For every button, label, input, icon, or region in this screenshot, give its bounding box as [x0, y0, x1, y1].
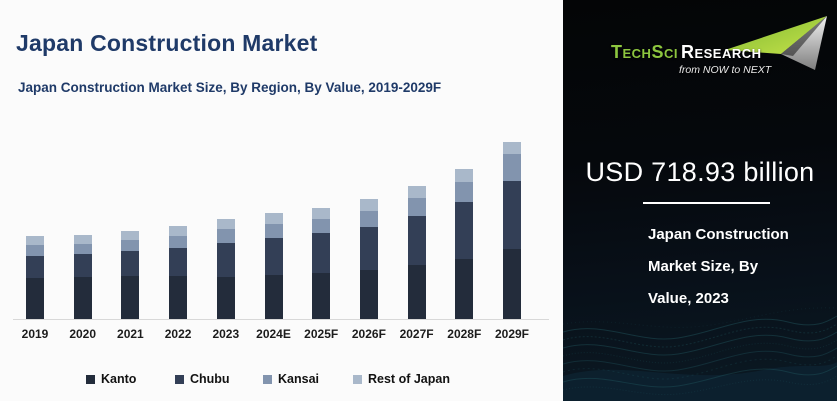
- bar-segment-kanto: [503, 248, 521, 319]
- bar-segment-kansai: [216, 229, 235, 243]
- x-axis-label-2024E: 2024E: [256, 327, 291, 341]
- x-axis-label-2021: 2021: [117, 327, 144, 341]
- logo-wordmark: TechSci Research: [611, 42, 762, 63]
- page-title: Japan Construction Market: [16, 30, 318, 56]
- bar-segment-chubu: [503, 180, 521, 249]
- logo-brand-primary: TechSci: [611, 42, 678, 62]
- bar-2019: [26, 236, 44, 319]
- bar-segment-chubu: [121, 251, 140, 277]
- bar-segment-chubu: [312, 233, 331, 273]
- legend-label: Rest of Japan: [368, 372, 450, 386]
- bar-segment-rest-of-japan: [359, 199, 378, 211]
- bar-segment-kanto: [264, 274, 283, 319]
- bar-segment-chubu: [216, 242, 235, 277]
- bar-2027F: [407, 186, 426, 319]
- bar-segment-kansai: [73, 243, 92, 255]
- bar-2023: [216, 218, 235, 319]
- x-axis-label-2026F: 2026F: [351, 327, 386, 341]
- brand-panel: TechSci Research from NOW to NEXT USD 718…: [563, 0, 837, 401]
- x-axis-label-2022: 2022: [164, 327, 192, 341]
- legend-item-kanto: Kanto: [86, 372, 136, 386]
- stacked-bar-chart: 2019 2020 2021 2022 2023 2024E 2025F 2026F 2027F…: [13, 141, 549, 341]
- x-axis-label-2020: 2020: [69, 327, 97, 341]
- bar-segment-kanto: [73, 277, 92, 319]
- logo-tagline: from NOW to NEXT: [679, 64, 772, 76]
- bar-segment-kanto: [216, 276, 235, 319]
- legend-label: Kanto: [101, 372, 137, 386]
- bar-segment-kanto: [26, 277, 44, 319]
- caption-line-3: Value, 2023: [648, 290, 729, 307]
- bar-segment-kanto: [359, 270, 378, 319]
- bar-segment-kanto: [407, 265, 426, 319]
- bar-segment-rest-of-japan: [121, 230, 140, 241]
- bar-segment-rest-of-japan: [26, 236, 44, 246]
- divider-line: [643, 202, 770, 204]
- bar-segment-chubu: [264, 238, 283, 275]
- bar-segment-chubu: [169, 247, 188, 276]
- bar-segment-kanto: [121, 276, 140, 319]
- legend-swatch-icon: [175, 374, 184, 384]
- bar-segment-kansai: [26, 245, 44, 257]
- bar-segment-rest-of-japan: [312, 207, 331, 219]
- caption-line-1: Japan Construction: [648, 226, 789, 243]
- bar-segment-chubu: [407, 216, 426, 265]
- bar-segment-chubu: [26, 256, 44, 278]
- x-axis-label-2028F: 2028F: [447, 327, 482, 341]
- legend-item-rest-of-japan: Rest of Japan: [353, 372, 450, 386]
- x-axis-line: [13, 319, 549, 320]
- bar-segment-rest-of-japan: [216, 218, 235, 230]
- legend-swatch-icon: [86, 374, 95, 384]
- bar-segment-kansai: [455, 181, 474, 203]
- highlight-caption: Japan Construction Market Size, By Value…: [648, 219, 789, 315]
- bar-2022: [169, 225, 188, 319]
- bar-2024E: [264, 213, 283, 319]
- chart-legend: Kanto Chubu Kansai Rest of Japan: [0, 372, 563, 392]
- bar-2020: [73, 234, 92, 319]
- logo-arrow-icon: [725, 16, 827, 70]
- x-axis-label-2023: 2023: [212, 327, 240, 341]
- legend-swatch-icon: [263, 374, 272, 384]
- caption-line-2: Market Size, By: [648, 258, 759, 275]
- bar-segment-kansai: [359, 210, 378, 227]
- page-subtitle: Japan Construction Market Size, By Regio…: [18, 80, 442, 95]
- highlight-value: USD 718.93 billion: [585, 157, 815, 187]
- bar-segment-rest-of-japan: [455, 169, 474, 182]
- legend-item-chubu: Chubu: [175, 372, 230, 386]
- techsci-logo: TechSci Research from NOW to NEXT: [597, 8, 833, 80]
- x-axis-label-2029F: 2029F: [494, 327, 530, 341]
- bar-2025F: [312, 207, 331, 319]
- bar-segment-rest-of-japan: [264, 213, 283, 225]
- bar-segment-kanto: [169, 275, 188, 319]
- bar-2021: [121, 230, 140, 319]
- bar-segment-rest-of-japan: [169, 225, 188, 237]
- bar-2028F: [455, 169, 474, 319]
- bar-segment-kansai: [503, 154, 521, 181]
- bar-segment-rest-of-japan: [73, 234, 92, 244]
- bar-segment-kansai: [264, 224, 283, 239]
- bar-segment-kanto: [312, 273, 331, 319]
- bar-segment-rest-of-japan: [503, 141, 521, 155]
- wave-pattern-decoration: [563, 307, 837, 401]
- x-axis-label-2025F: 2025F: [304, 327, 339, 341]
- bar-segment-kansai: [407, 198, 426, 217]
- x-axis-label-2019: 2019: [21, 327, 49, 341]
- legend-swatch-icon: [353, 374, 362, 384]
- bar-segment-kansai: [169, 236, 188, 248]
- legend-label: Chubu: [190, 372, 230, 386]
- logo-brand-secondary: Research: [680, 42, 762, 62]
- bar-2029F: [503, 141, 521, 319]
- chart-section: Japan Construction Market Japan Construc…: [0, 30, 563, 392]
- bar-segment-kansai: [121, 240, 140, 252]
- bar-segment-rest-of-japan: [407, 186, 426, 199]
- bar-2026F: [359, 199, 378, 319]
- legend-item-kansai: Kansai: [263, 372, 319, 386]
- bar-segment-chubu: [359, 226, 378, 270]
- bar-segment-chubu: [455, 202, 474, 259]
- x-axis-label-2027F: 2027F: [399, 327, 434, 341]
- bar-segment-chubu: [73, 254, 92, 278]
- legend-label: Kansai: [278, 372, 319, 386]
- bar-segment-kansai: [312, 218, 331, 234]
- bar-segment-kanto: [455, 258, 474, 319]
